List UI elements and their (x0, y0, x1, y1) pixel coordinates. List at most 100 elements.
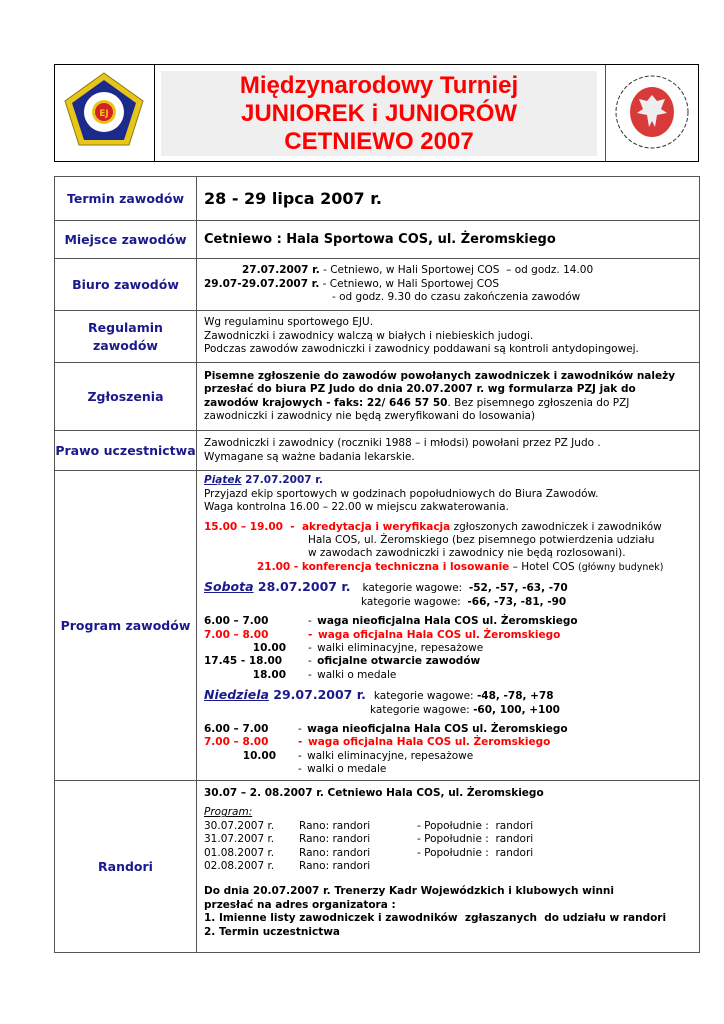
header-box: EJ Międzynarodowy Turniej JUNIOREK i JUN… (54, 64, 699, 162)
weights: -52, -57, -63, -70 (468, 582, 568, 595)
text: - Cetniewo, w Hali Sportowej COS – od go… (319, 264, 594, 277)
title-line: JUNIOREK i JUNIORÓW (240, 100, 518, 127)
value-prawo: Zawodniczki i zawodnicy (roczniki 1988 –… (196, 430, 700, 471)
label-prawo: Prawo uczestnictwa (54, 430, 197, 471)
time: 7.00 – 8.00 (204, 628, 269, 641)
page-title: Międzynarodowy Turniej JUNIOREK i JUNIOR… (161, 71, 597, 156)
activity: oficjalne otwarcie zawodów (317, 655, 481, 668)
time: 17.45 - 18.00 (204, 655, 283, 668)
value-miejsce: Cetniewo : Hala Sportowa COS, ul. Żeroms… (196, 220, 700, 259)
text: – Hotel COS (509, 560, 578, 573)
row-termin: Termin zawodów 28 - 29 lipca 2007 r. (54, 176, 700, 221)
date: 27.07.2007 r. (241, 474, 323, 487)
row-regulamin: Regulamin zawodów Wg regulaminu sportowe… (54, 310, 700, 363)
time: 6.00 – 7.00 (204, 615, 269, 628)
afternoon: - Popołudnie : randori (417, 833, 534, 846)
weights: -66, -73, -81, -90 (467, 595, 567, 608)
row-miejsce: Miejsce zawodów Cetniewo : Hala Sportowa… (54, 220, 700, 259)
schedule-item: 7.00 – 8.00- waga oficjalna Hala COS ul.… (204, 736, 551, 749)
eagle-emblem-icon (615, 75, 689, 149)
text: kategorie wagowe: (362, 582, 463, 595)
randori-day: 31.07.2007 r. Rano: randori - Popołudnie :… (204, 833, 692, 846)
date: 28.07.2007 r. (253, 579, 351, 595)
text: . Bez pisemnego zgłoszenia do PZJ zawodn… (204, 396, 630, 422)
text: Zawodniczki i zawodnicy walczą w białych… (204, 329, 534, 342)
morning: Rano: randori (299, 833, 371, 846)
date: 31.07.2007 r. (204, 833, 275, 846)
afternoon: - Popołudnie : randori (417, 819, 534, 832)
row-randori: Randori 30.07 – 2. 08.2007 r. Cetniewo H… (54, 780, 700, 953)
weights: -60, 100, +100 (473, 703, 560, 716)
randori-schedule: 30.07.2007 r. Rano: randori - Popołudnie :… (204, 820, 692, 874)
label-regulamin: Regulamin zawodów (54, 310, 197, 363)
activity: waga oficjalna Hala COS ul. Żeromskiego (318, 628, 561, 641)
text: kategorie wagowe: (370, 703, 470, 716)
text-red: konferencja techniczna i losowanie (301, 560, 510, 573)
value-randori: 30.07 – 2. 08.2007 r. Cetniewo Hala COS,… (196, 780, 700, 953)
svg-text:EJ: EJ (99, 109, 109, 119)
text: Przyjazd ekip sportowych w godzinach pop… (204, 487, 599, 500)
text: Waga kontrolna 16.00 – 22.00 w miejscu z… (204, 501, 509, 514)
time: 10.00 (242, 749, 276, 762)
row-zgloszenia: Zgłoszenia Pisemne zgłoszenie do zawodów… (54, 362, 700, 431)
sunday-schedule: 6.00 – 7.00- waga nieoficjalna Hala COS … (204, 723, 692, 777)
label-zgloszenia: Zgłoszenia (54, 362, 197, 431)
activity: waga nieoficjalna Hala COS ul. Żeromskie… (307, 722, 568, 735)
time (204, 763, 276, 776)
text-red: akredytacja i weryfikacja (301, 520, 451, 533)
text: - Cetniewo, w Hali Sportowej COS (319, 277, 500, 290)
schedule-item: 10.00- walki eliminacyjne, repesażowe (204, 750, 692, 763)
value-regulamin: Wg regulaminu sportowego EJU. Zawodniczk… (196, 310, 700, 363)
row-biuro: Biuro zawodów 27.07.2007 r. - Cetniewo, … (54, 258, 700, 311)
afternoon (417, 860, 597, 873)
activity: waga oficjalna Hala COS ul. Żeromskiego (308, 736, 551, 749)
randori-day: 01.08.2007 r. Rano: randori - Popołudnie :… (204, 847, 692, 860)
row-program: Program zawodów Piątek 27.07.2007 r. Prz… (54, 470, 700, 781)
program-label: Program: (204, 806, 253, 819)
title-line: Międzynarodowy Turniej (239, 72, 519, 99)
date: 29.07-29.07.2007 r. (204, 277, 320, 290)
activity: walki o medale (317, 668, 397, 681)
text: w zawodach zawodniczki i zawodnicy nie b… (308, 547, 626, 560)
schedule-item: 7.00 – 8.00- waga oficjalna Hala COS ul.… (204, 628, 561, 641)
text: Wymagane są ważne badania lekarskie. (204, 450, 415, 463)
time: 7.00 – 8.00 (204, 736, 269, 749)
weights: -48, -78, +78 (476, 690, 554, 703)
label-termin: Termin zawodów (54, 176, 197, 221)
value-zgloszenia: Pisemne zgłoszenie do zawodów powołanych… (196, 362, 700, 431)
text: Wg regulaminu sportowego EJU. (204, 316, 374, 329)
time: 21.00 - (257, 560, 302, 573)
morning: Rano: randori (299, 846, 371, 859)
date: 27.07.2007 r. (242, 264, 320, 277)
date: 01.08.2007 r. (204, 846, 275, 859)
value-biuro: 27.07.2007 r. - Cetniewo, w Hali Sportow… (196, 258, 700, 311)
activity: walki o medale (307, 763, 387, 776)
time: 18.00 (252, 668, 286, 681)
schedule-item: 17.45 - 18.00- oficjalne otwarcie zawodó… (204, 655, 481, 668)
eju-logo-cell: EJ (55, 65, 155, 161)
activity: walki eliminacyjne, repesażowe (307, 749, 474, 762)
text: (główny budynek) (577, 561, 664, 573)
day: Niedziela (204, 687, 269, 703)
schedule-item: 6.00 – 7.00- waga nieoficjalna Hala COS … (204, 722, 568, 735)
day: Piątek (204, 474, 242, 487)
text: Zawodniczki i zawodnicy (roczniki 1988 –… (204, 437, 601, 450)
saturday-schedule: 6.00 – 7.00- waga nieoficjalna Hala COS … (204, 615, 692, 682)
activity: walki eliminacyjne, repesażowe (317, 641, 484, 654)
label-program: Program zawodów (54, 470, 197, 781)
randori-heading: 30.07 – 2. 08.2007 r. Cetniewo Hala COS,… (204, 787, 544, 799)
date: 29.07.2007 r. (268, 687, 366, 703)
schedule-item: 18.00- walki o medale (204, 669, 692, 682)
note: przesłać na adres organizatora : (204, 898, 396, 911)
time: 15.00 – 19.00 - (204, 520, 302, 533)
title-line: CETNIEWO 2007 (284, 128, 474, 155)
note: Do dnia 20.07.2007 r. Trenerzy Kadr Woje… (204, 885, 614, 898)
text: - od godz. 9.30 do czasu zakończenia zaw… (332, 291, 581, 304)
time: 6.00 – 7.00 (204, 722, 269, 735)
randori-day: 02.08.2007 r. Rano: randori (204, 860, 692, 873)
value-termin: 28 - 29 lipca 2007 r. (196, 176, 700, 221)
info-table: Termin zawodów 28 - 29 lipca 2007 r. Mie… (54, 176, 700, 953)
label-miejsce: Miejsce zawodów (54, 220, 197, 259)
text: Hala COS, ul. Żeromskiego (bez pisemnego… (308, 534, 655, 547)
text: Podczas zawodów zawodniczki i zawodnicy … (204, 343, 639, 356)
